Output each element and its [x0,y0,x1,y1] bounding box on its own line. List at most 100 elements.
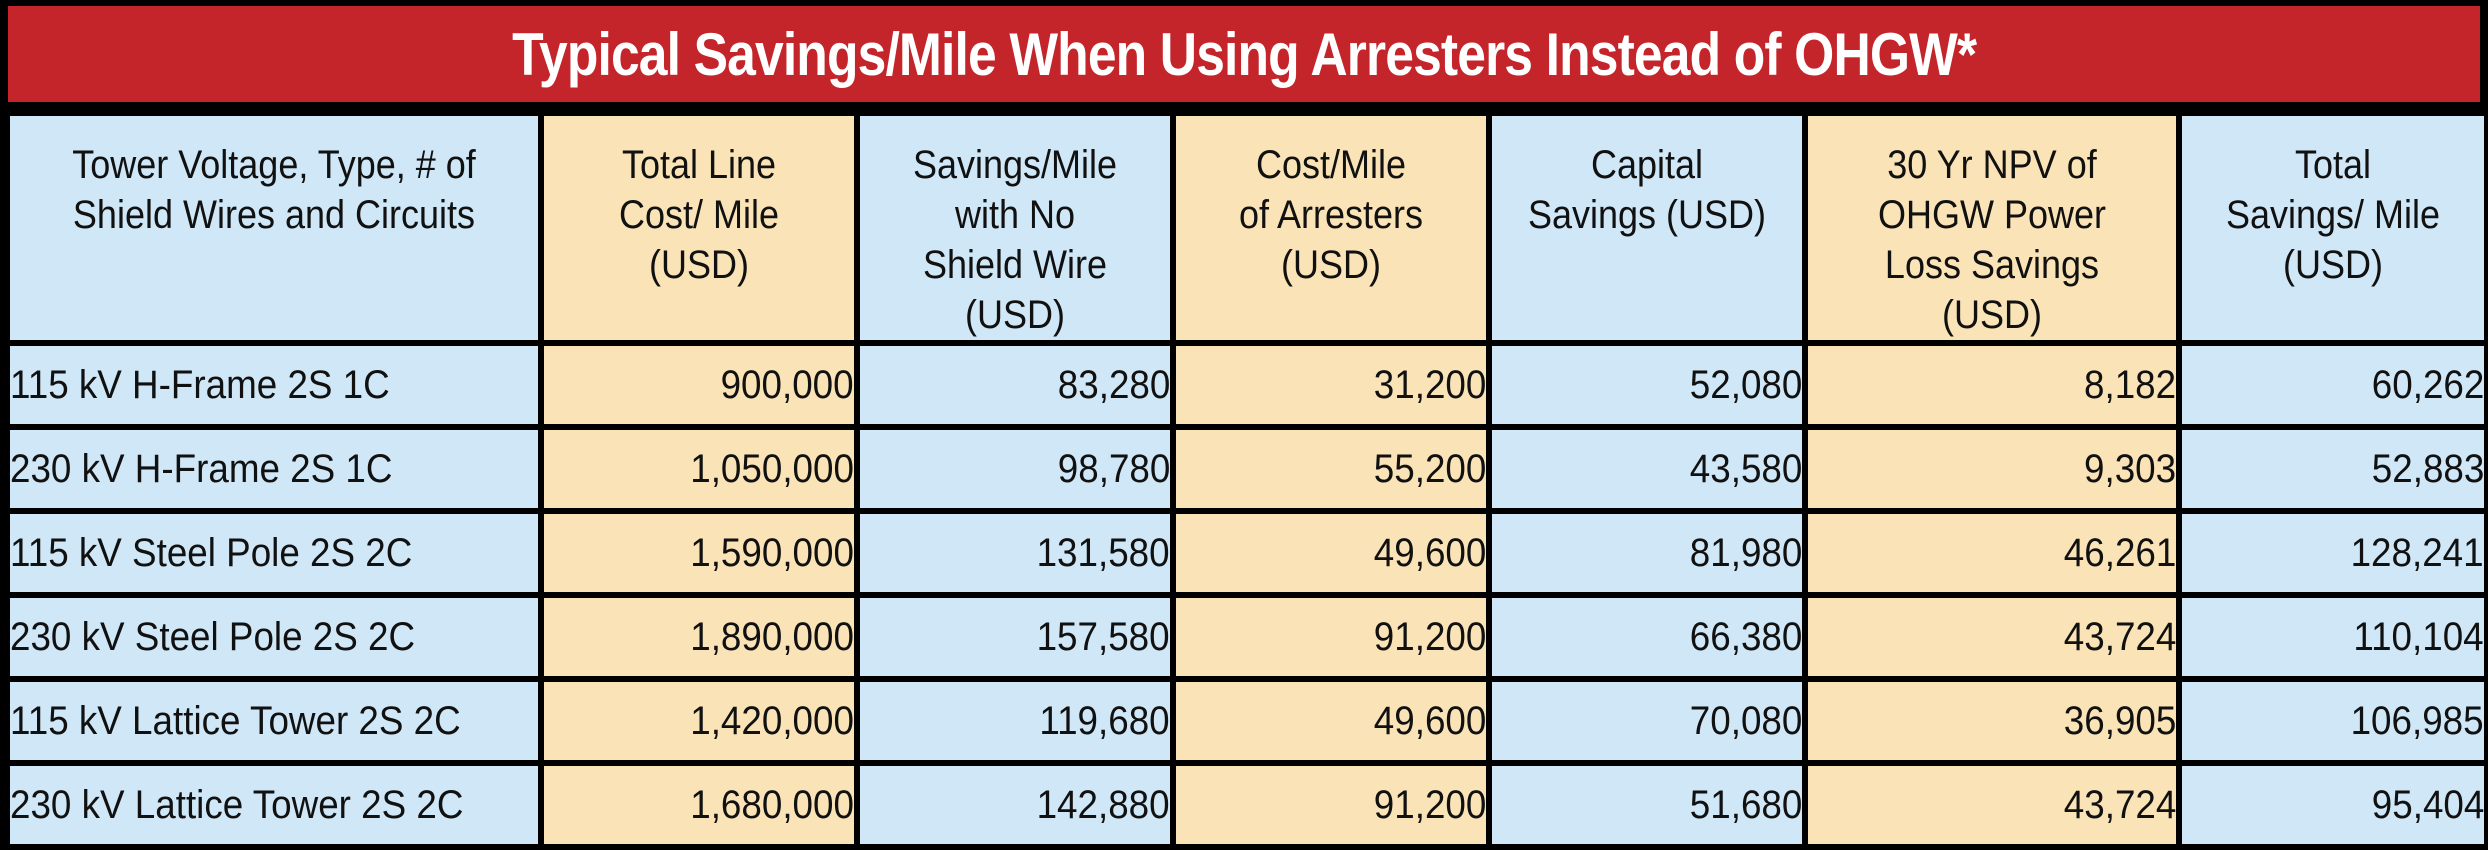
capital-savings-cell: 52,080 [1492,346,1802,424]
title-bar: Typical Savings/Mile When Using Arrester… [8,6,2480,102]
cell-value: 119,680 [1039,698,1170,743]
table-row: 230 kV H-Frame 2S 1C 1,050,000 98,780 55… [10,430,2484,508]
cell-value: 83,280 [1057,362,1170,407]
cell-value: 98,780 [1057,446,1170,491]
cell-value: 1,680,000 [690,782,854,827]
table-row: 230 kV Steel Pole 2S 2C 1,890,000 157,58… [10,598,2484,676]
savings-table-figure: Typical Savings/Mile When Using Arrester… [8,6,2484,844]
total-line-cost-cell: 1,050,000 [544,430,854,508]
total-savings-cell: 52,883 [2182,430,2484,508]
cell-value: 55,200 [1373,446,1486,491]
header-savings-no-shield-wire: Savings/Mile with No Shield Wire (USD) [860,116,1170,340]
cell-value: 49,600 [1373,530,1486,575]
row-label: 230 kV Steel Pole 2S 2C [10,614,416,659]
total-line-cost-cell: 1,890,000 [544,598,854,676]
row-label: 115 kV Lattice Tower 2S 2C [10,698,461,743]
npv-savings-cell: 46,261 [1808,514,2176,592]
table-body: 115 kV H-Frame 2S 1C 900,000 83,280 31,2… [10,346,2484,844]
table-title: Typical Savings/Mile When Using Arrester… [511,20,1977,88]
row-label: 115 kV H-Frame 2S 1C [10,362,390,407]
cell-value: 70,080 [1689,698,1802,743]
cell-value: 1,050,000 [690,446,854,491]
header-label: Capital Savings (USD) [1527,143,1767,237]
cell-value: 110,104 [2353,614,2484,659]
total-savings-cell: 128,241 [2182,514,2484,592]
cell-value: 1,890,000 [690,614,854,659]
cell-value: 66,380 [1689,614,1802,659]
header-capital-savings: Capital Savings (USD) [1492,116,1802,340]
cell-value: 106,985 [2350,698,2484,743]
arrester-cost-cell: 55,200 [1176,430,1486,508]
header-label: 30 Yr NPV of OHGW Power Loss Savings (US… [1877,143,2107,337]
cell-value: 131,580 [1036,530,1170,575]
row-label-cell: 230 kV H-Frame 2S 1C [10,430,538,508]
table-row: 115 kV H-Frame 2S 1C 900,000 83,280 31,2… [10,346,2484,424]
row-label: 230 kV H-Frame 2S 1C [10,446,393,491]
savings-no-shield-cell: 131,580 [860,514,1170,592]
capital-savings-cell: 51,680 [1492,766,1802,844]
row-label-cell: 230 kV Steel Pole 2S 2C [10,598,538,676]
cell-value: 52,080 [1689,362,1802,407]
header-total-line-cost: Total Line Cost/ Mile (USD) [544,116,854,340]
savings-no-shield-cell: 142,880 [860,766,1170,844]
row-label: 115 kV Steel Pole 2S 2C [10,530,413,575]
row-label: 230 kV Lattice Tower 2S 2C [10,782,464,827]
cell-value: 52,883 [2371,446,2484,491]
header-tower-voltage-type: Tower Voltage, Type, # of Shield Wires a… [10,116,538,340]
cell-value: 43,724 [2063,782,2176,827]
npv-savings-cell: 43,724 [1808,598,2176,676]
savings-no-shield-cell: 83,280 [860,346,1170,424]
cell-value: 142,880 [1036,782,1170,827]
cell-value: 49,600 [1373,698,1486,743]
cell-value: 43,724 [2063,614,2176,659]
row-label-cell: 115 kV Steel Pole 2S 2C [10,514,538,592]
table-row: 115 kV Steel Pole 2S 2C 1,590,000 131,58… [10,514,2484,592]
arrester-cost-cell: 49,600 [1176,682,1486,760]
cell-value: 91,200 [1373,614,1486,659]
header-label: Cost/Mile of Arresters (USD) [1238,143,1424,287]
header-total-savings: Total Savings/ Mile (USD) [2182,116,2484,340]
cell-value: 36,905 [2063,698,2176,743]
arrester-cost-cell: 31,200 [1176,346,1486,424]
npv-savings-cell: 9,303 [1808,430,2176,508]
arrester-cost-cell: 49,600 [1176,514,1486,592]
cell-value: 128,241 [2350,530,2484,575]
total-savings-cell: 60,262 [2182,346,2484,424]
capital-savings-cell: 43,580 [1492,430,1802,508]
savings-table: Tower Voltage, Type, # of Shield Wires a… [4,110,2488,850]
total-line-cost-cell: 900,000 [544,346,854,424]
savings-no-shield-cell: 157,580 [860,598,1170,676]
cell-value: 91,200 [1373,782,1486,827]
cell-value: 1,590,000 [690,530,854,575]
cell-value: 900,000 [720,362,854,407]
header-label: Total Savings/ Mile (USD) [2225,143,2441,287]
cell-value: 31,200 [1373,362,1486,407]
npv-savings-cell: 8,182 [1808,346,2176,424]
table-row: 115 kV Lattice Tower 2S 2C 1,420,000 119… [10,682,2484,760]
cell-value: 46,261 [2063,530,2176,575]
cell-value: 9,303 [2083,446,2176,491]
table-row: 230 kV Lattice Tower 2S 2C 1,680,000 142… [10,766,2484,844]
table-header: Tower Voltage, Type, # of Shield Wires a… [10,116,2484,340]
row-label-cell: 115 kV H-Frame 2S 1C [10,346,538,424]
header-label: Tower Voltage, Type, # of Shield Wires a… [72,143,476,237]
total-savings-cell: 106,985 [2182,682,2484,760]
arrester-cost-cell: 91,200 [1176,598,1486,676]
total-savings-cell: 95,404 [2182,766,2484,844]
header-row: Tower Voltage, Type, # of Shield Wires a… [10,116,2484,340]
row-label-cell: 230 kV Lattice Tower 2S 2C [10,766,538,844]
cell-value: 43,580 [1689,446,1802,491]
arrester-cost-cell: 91,200 [1176,766,1486,844]
cell-value: 95,404 [2371,782,2484,827]
npv-savings-cell: 36,905 [1808,682,2176,760]
cell-value: 157,580 [1036,614,1170,659]
savings-no-shield-cell: 119,680 [860,682,1170,760]
total-savings-cell: 110,104 [2182,598,2484,676]
total-line-cost-cell: 1,680,000 [544,766,854,844]
total-line-cost-cell: 1,590,000 [544,514,854,592]
header-label: Total Line Cost/ Mile (USD) [618,143,780,287]
header-npv-power-loss-savings: 30 Yr NPV of OHGW Power Loss Savings (US… [1808,116,2176,340]
capital-savings-cell: 70,080 [1492,682,1802,760]
cell-value: 81,980 [1689,530,1802,575]
row-label-cell: 115 kV Lattice Tower 2S 2C [10,682,538,760]
